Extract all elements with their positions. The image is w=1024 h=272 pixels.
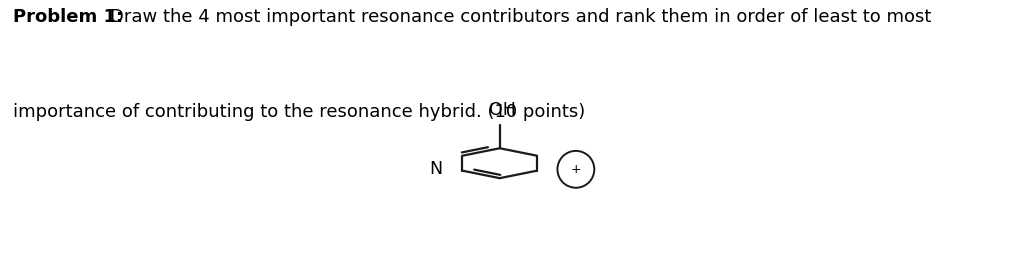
Text: importance of contributing to the resonance hybrid. (10 points): importance of contributing to the resona…	[13, 103, 586, 121]
Text: Draw the 4 most important resonance contributors and rank them in order of least: Draw the 4 most important resonance cont…	[110, 8, 931, 26]
Text: OH: OH	[489, 101, 516, 119]
Text: +: +	[570, 163, 582, 176]
Text: Problem 1:: Problem 1:	[13, 8, 124, 26]
Text: N: N	[429, 160, 442, 178]
